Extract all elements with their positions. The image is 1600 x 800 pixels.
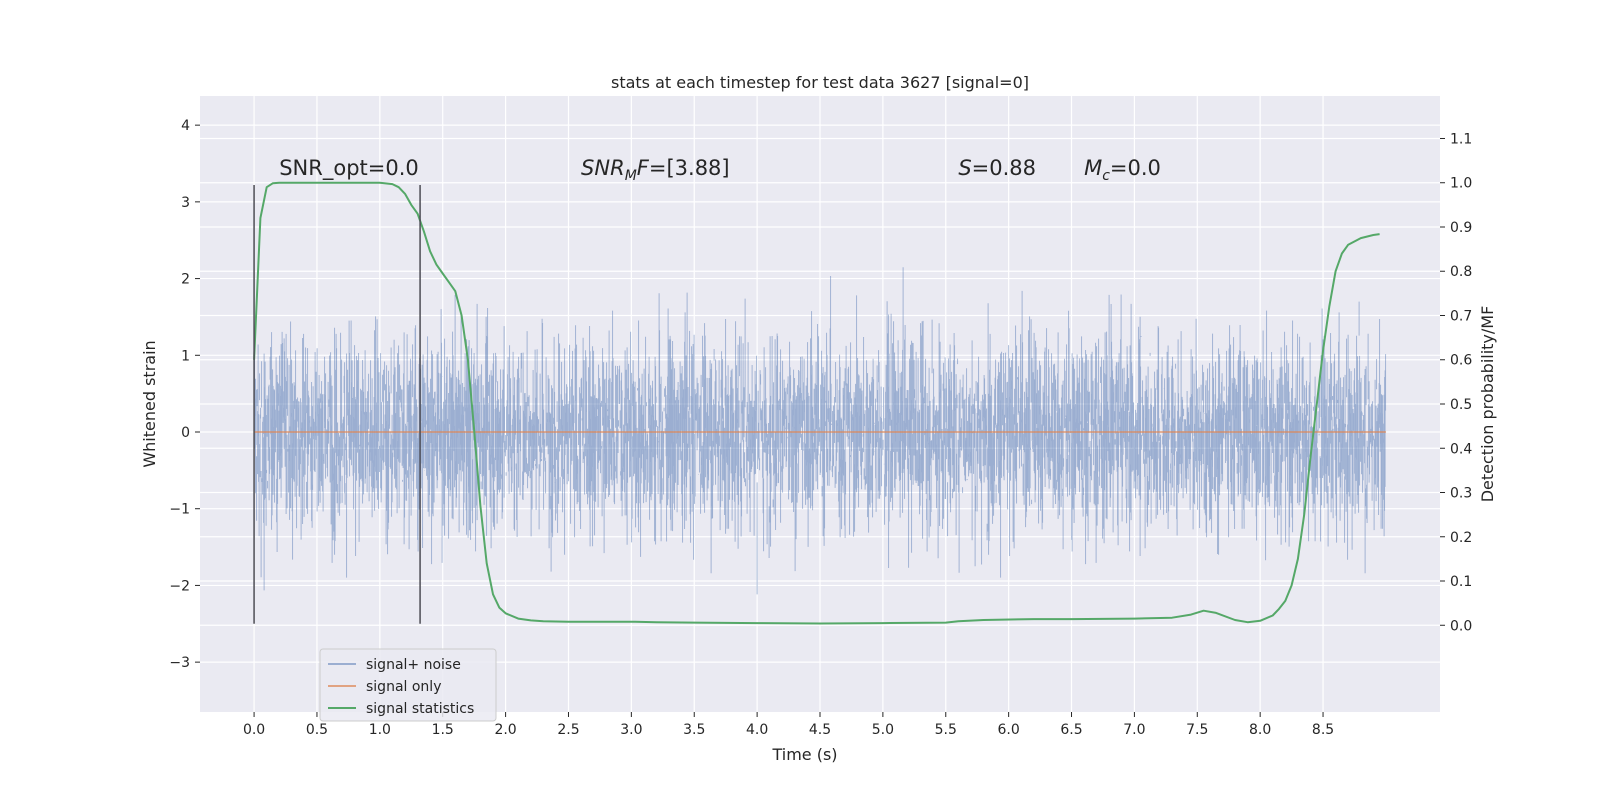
x-tick-label: 7.0 — [1123, 722, 1145, 738]
x-tick-label: 4.5 — [809, 722, 831, 738]
x-tick-label: 1.5 — [432, 722, 454, 738]
y-tick-label: 0 — [181, 425, 190, 441]
annotation-plain: SNR_opt=0.0 — [279, 156, 419, 181]
x-tick-label: 2.0 — [494, 722, 516, 738]
x-tick-label: 8.5 — [1312, 722, 1334, 738]
x-tick-label: 4.0 — [746, 722, 768, 738]
annotation-symbol: S — [958, 156, 971, 180]
y-tick-label: 3 — [181, 195, 190, 211]
y-tick-label: 4 — [181, 118, 190, 134]
x-tick-label: 6.0 — [998, 722, 1020, 738]
y-right-tick-label: 1.0 — [1450, 176, 1472, 192]
annotation-value: F=[3.88] — [637, 156, 730, 180]
annotation-value: =0.0 — [1110, 156, 1161, 180]
marker-lines — [253, 184, 421, 624]
annotation-subscript: M — [625, 168, 637, 184]
legend-label-signal-statistics: signal statistics — [366, 701, 474, 717]
x-tick-label: 0.5 — [306, 722, 328, 738]
x-tick-label: 0.0 — [243, 722, 265, 738]
chart-title: stats at each timestep for test data 362… — [611, 73, 1029, 92]
legend-label-signal-noise: signal+ noise — [366, 657, 461, 673]
y-axis-left-label: Whitened strain — [140, 340, 159, 467]
y-right-tick-label: 0.6 — [1450, 353, 1472, 369]
x-tick-label: 5.0 — [872, 722, 894, 738]
annotation-mc: Mc=0.0 — [1084, 156, 1161, 184]
annotations: SNR_opt=0.0 SNRMF=[3.88] S=0.88 Mc=0.0 — [279, 156, 1161, 184]
annotation-mf: SNRMF=[3.88] — [581, 156, 730, 184]
y-right-tick-label: 0.2 — [1450, 530, 1472, 546]
annotation-subscript: c — [1102, 168, 1110, 184]
x-tick-label: 8.0 — [1249, 722, 1271, 738]
x-axis-label: Time (s) — [771, 745, 837, 764]
y-right-tick-label: 0.1 — [1450, 574, 1472, 590]
y-axis-right-label: Detection probability/MF — [1478, 306, 1497, 503]
annotation-symbol: SNR — [581, 156, 625, 180]
y-right-tick-label: 1.1 — [1450, 131, 1472, 147]
y-right-tick-label: 0.4 — [1450, 441, 1472, 457]
legend-box — [319, 648, 497, 722]
y-axis-right-ticks: 0.0 0.1 0.2 0.3 0.4 0.5 0.6 0.7 0.8 0.9 1.0 1.1 — [1440, 131, 1472, 634]
annotation-s: S=0.88 — [958, 156, 1036, 180]
y-tick-label: −2 — [169, 578, 190, 594]
y-right-tick-label: 0.7 — [1450, 308, 1472, 324]
legend-label-signal-only: signal only — [366, 679, 441, 695]
x-tick-label: 3.0 — [620, 722, 642, 738]
x-tick-label: 1.0 — [369, 722, 391, 738]
x-axis-ticks: 0.0 0.5 1.0 1.5 2.0 2.5 3.0 3.5 4.0 4.5 5.0 5.5 6.0 6… — [243, 712, 1334, 738]
y-axis-left-ticks: −3 −2 −1 0 1 2 3 4 — [169, 118, 200, 671]
annotation-value: =0.88 — [972, 156, 1036, 180]
y-tick-label: 1 — [181, 348, 190, 364]
y-tick-label: −3 — [169, 655, 190, 671]
y-tick-label: 2 — [181, 272, 190, 288]
x-tick-label: 6.5 — [1060, 722, 1082, 738]
x-tick-label: 5.5 — [935, 722, 957, 738]
legend: signal+ noise signal only signal statist… — [319, 648, 497, 722]
x-tick-label: 3.5 — [683, 722, 705, 738]
signal-statistics-line — [253, 181, 1380, 625]
annotation-symbol: M — [1084, 156, 1102, 180]
y-right-tick-label: 0.8 — [1450, 264, 1472, 280]
y-right-tick-label: 0.0 — [1450, 618, 1472, 634]
y-tick-label: −1 — [169, 502, 190, 518]
series-signal-statistics — [253, 181, 1380, 625]
y-right-tick-label: 0.9 — [1450, 220, 1472, 236]
y-right-tick-label: 0.3 — [1450, 486, 1472, 502]
y-right-tick-label: 0.5 — [1450, 397, 1472, 413]
x-tick-label: 7.5 — [1186, 722, 1208, 738]
x-tick-label: 2.5 — [557, 722, 579, 738]
